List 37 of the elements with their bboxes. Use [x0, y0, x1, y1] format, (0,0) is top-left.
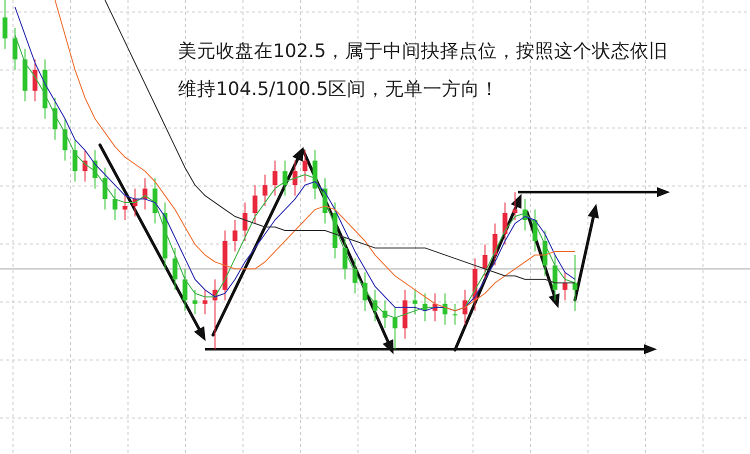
candlestick: [52, 97, 58, 140]
candlestick: [122, 195, 128, 221]
candlestick: [412, 289, 418, 315]
candlestick: [352, 258, 358, 294]
candlestick: [452, 303, 458, 326]
candlestick: [262, 174, 268, 207]
candlestick: [112, 188, 118, 221]
candlestick: [272, 160, 278, 196]
candlestick: [562, 272, 568, 301]
candlestick: [392, 306, 398, 350]
candlestick: [482, 244, 488, 280]
candlestick: [242, 202, 248, 242]
candlestick: [82, 150, 88, 182]
candlestick: [102, 167, 108, 210]
candlestick: [72, 139, 78, 182]
candlestick: [252, 184, 258, 224]
candlestick: [232, 220, 238, 252]
candlestick: [362, 272, 368, 312]
candlestick: [192, 289, 198, 315]
candlestick: [492, 223, 498, 266]
candlestick: [502, 202, 508, 245]
annotation: 美元收盘在102.5，属于中间抉择点位，按照这个状态依旧维持104.5/100.5区间，无单一方向！: [178, 40, 669, 102]
candlestick: [182, 268, 188, 312]
candlestick: [62, 118, 68, 162]
candlestick: [572, 254, 578, 312]
candlestick: [532, 209, 538, 252]
candlestick: [342, 236, 348, 280]
candlestick: [12, 27, 18, 70]
candlestick: [32, 58, 38, 102]
candlestick: [202, 289, 208, 315]
candlestick: [292, 160, 298, 196]
candlestick: [282, 160, 288, 196]
candlestick: [512, 192, 518, 221]
candlestick: [2, 0, 8, 50]
candlestick: [172, 247, 178, 290]
candlestick: [302, 150, 308, 182]
candlestick: [442, 292, 448, 326]
